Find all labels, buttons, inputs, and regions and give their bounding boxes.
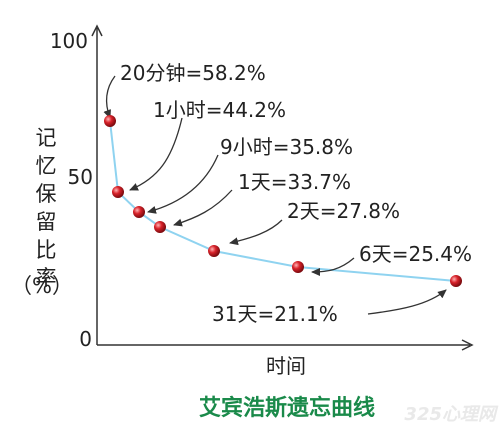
- x-axis-arrow-icon: [461, 339, 474, 351]
- data-point-5: [292, 261, 304, 273]
- data-label-31d: 31天=21.1%: [212, 302, 338, 326]
- data-label-9h: 9小时=35.8%: [220, 135, 353, 159]
- y-tick-label-0: 0: [79, 327, 92, 351]
- data-label-6d: 6天=25.4%: [359, 242, 472, 266]
- arrow-9h: [147, 154, 219, 214]
- data-point-4: [208, 245, 220, 257]
- chart-title: 艾宾浩斯遗忘曲线: [199, 395, 375, 421]
- arrow-1h: [129, 117, 183, 191]
- y-label-unit: （%）: [11, 274, 73, 298]
- data-point-1: [112, 186, 124, 198]
- y-label-char-3: 保: [36, 182, 57, 206]
- y-tick-label-100: 100: [50, 29, 88, 53]
- x-axis-label: 时间: [266, 354, 306, 378]
- watermark: 325心理网: [404, 404, 499, 425]
- y-label-char-1: 记: [36, 126, 57, 150]
- data-label-1h: 1小时=44.2%: [153, 98, 286, 122]
- y-label-char-6: 率: [36, 266, 57, 290]
- arrow-1d: [173, 189, 233, 227]
- data-label-20min: 20分钟=58.2%: [120, 61, 266, 85]
- data-points: [104, 115, 462, 287]
- arrow-20min: [103, 75, 116, 119]
- data-point-3: [154, 221, 166, 233]
- data-label-2d: 2天=27.8%: [287, 199, 400, 223]
- data-point-2: [133, 206, 145, 218]
- y-label-char-4: 留: [36, 210, 57, 234]
- axes: [91, 24, 474, 351]
- arrow-31d: [367, 289, 447, 315]
- y-tick-label-50: 50: [68, 165, 93, 189]
- y-label-char-5: 比: [36, 238, 57, 262]
- arrow-6d: [311, 257, 355, 276]
- data-point-6: [450, 275, 462, 287]
- y-label-char-2: 忆: [36, 154, 57, 178]
- y-axis-arrow-icon: [91, 24, 103, 37]
- annotation-arrows: [103, 75, 447, 315]
- data-point-0: [104, 115, 116, 127]
- arrow-2d: [229, 219, 283, 246]
- y-axis-label: 记 忆 保 留 比 率 （%）: [11, 126, 73, 298]
- data-label-1d: 1天=33.7%: [238, 170, 351, 194]
